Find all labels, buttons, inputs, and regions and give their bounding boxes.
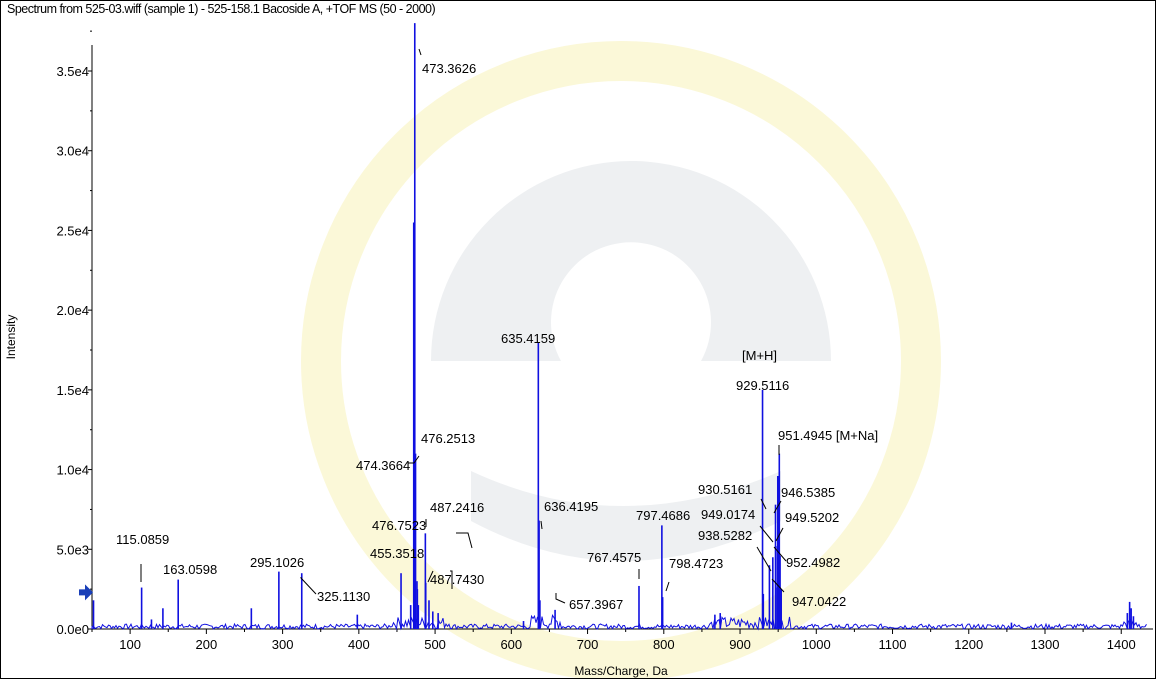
peak-label: 929.5116	[736, 378, 789, 393]
y-tick-label: 1.0e4	[56, 463, 89, 478]
y-tick-label: 3.0e4	[56, 144, 89, 159]
x-tick-label: 700	[577, 637, 599, 652]
x-tick-label: 1100	[879, 637, 907, 652]
peak-label: [M+H]	[742, 348, 777, 363]
axes	[88, 30, 1153, 634]
peak-label: 163.0598	[163, 562, 217, 577]
leader-line	[773, 500, 782, 514]
watermark-swoosh	[471, 471, 781, 561]
y-tick-label: 2.5e4	[56, 223, 89, 238]
tick-labels: 100 200 300 400 500 600 700 800 900 1000 1100 1200 1…	[56, 64, 1135, 652]
x-tick-label: 1000	[802, 637, 831, 652]
peak-label: 476.7523	[372, 518, 426, 533]
leader-line	[760, 498, 767, 510]
peak-label: 636.4195	[544, 499, 598, 514]
y-tick-label: 0.0e0	[56, 622, 89, 637]
x-tick-label: 400	[348, 637, 370, 652]
leader-line	[408, 455, 420, 464]
leader-line	[450, 570, 453, 589]
peak-label: 325.1130	[317, 589, 370, 604]
x-tick-label: 300	[272, 637, 294, 652]
leader-line	[300, 577, 317, 595]
watermark-logo	[301, 41, 941, 678]
peak-label: 797.4686	[636, 508, 690, 523]
spectrum-trace	[92, 23, 1135, 629]
peak-label: 949.5202	[785, 510, 839, 525]
peak-label: 951.4945 [M+Na]	[778, 428, 878, 443]
leader-line	[771, 578, 785, 593]
peak-label: 938.5282	[698, 528, 752, 543]
leader-line	[756, 546, 772, 572]
y-tick-label: 2.0e4	[56, 303, 89, 318]
watermark-shape	[431, 161, 831, 361]
watermark-ring	[301, 41, 941, 678]
peak-label: 767.4575	[587, 550, 641, 565]
peak-label: 473.3626	[422, 61, 476, 76]
y-axis-title: Intensity	[4, 315, 18, 360]
x-tick-label: 500	[424, 637, 446, 652]
x-tick-label: 1300	[1031, 637, 1060, 652]
leader-line	[456, 532, 473, 549]
peak-label: 949.0174	[701, 507, 755, 522]
peak-label: 798.4723	[669, 556, 723, 571]
leader-line	[775, 527, 784, 542]
leader-line	[665, 581, 670, 592]
peak-label: 635.4159	[501, 331, 555, 346]
peak-label: 947.0422	[792, 594, 846, 609]
peak-label: 487.7430	[430, 572, 484, 587]
x-tick-label: 100	[119, 637, 141, 652]
leader-line	[555, 593, 566, 604]
x-tick-label: 800	[653, 637, 675, 652]
y-tick-label: 3.5e4	[56, 64, 89, 79]
peak-label: 487.2416	[430, 500, 484, 515]
baseline-noise	[91, 613, 1147, 631]
peak-label: 115.0859	[116, 532, 169, 547]
y-tick-label: 1.5e4	[56, 383, 89, 398]
right-arrow-icon[interactable]	[79, 584, 93, 601]
peak-label: 476.2513	[421, 431, 475, 446]
peak-label: 930.5161	[698, 482, 752, 497]
leader-line	[540, 520, 543, 530]
peak-label: 952.4982	[786, 555, 840, 570]
peak-label: 455.3518	[370, 546, 424, 561]
x-tick-label: 1400	[1107, 637, 1136, 652]
x-tick-label: 1200	[954, 637, 983, 652]
peak-label: 946.5385	[781, 485, 835, 500]
peak-label: 295.1026	[250, 555, 304, 570]
annotation-labels: 115.0859 163.0598 295.1026 325.1130 455.3518…	[116, 61, 878, 612]
peak-label: 474.3664	[356, 458, 410, 473]
leader-line	[773, 546, 787, 562]
leader-line	[759, 525, 774, 543]
x-tick-label: 600	[500, 637, 522, 652]
baseline-noise-trace	[91, 613, 1147, 631]
y-tick-label: 5.0e3	[56, 542, 89, 557]
peak-label: 657.3967	[569, 597, 623, 612]
leader-line	[427, 570, 434, 583]
threshold-marker[interactable]	[79, 584, 93, 601]
annotation-leaders	[140, 48, 787, 604]
chart-title: Spectrum from 525-03.wiff (sample 1) - 5…	[7, 2, 436, 16]
x-tick-label: 900	[729, 637, 751, 652]
x-axis-title: Mass/Charge, Da	[574, 664, 668, 678]
x-tick-label: 200	[196, 637, 218, 652]
leader-line	[418, 48, 422, 56]
